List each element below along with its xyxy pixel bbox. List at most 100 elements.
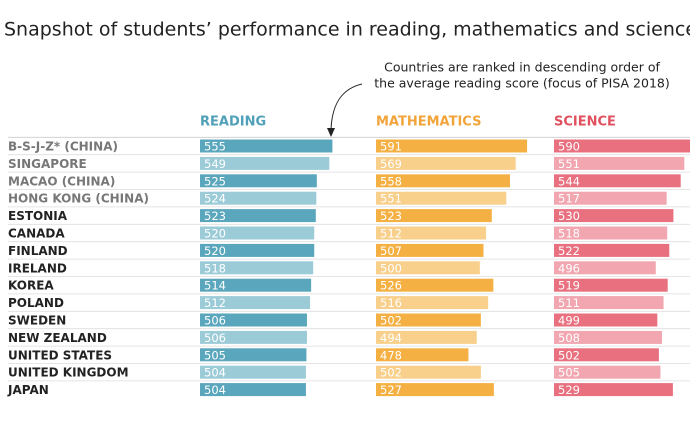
row-label: SWEDEN xyxy=(8,314,66,328)
value-label: 558 xyxy=(380,174,402,188)
value-label: 516 xyxy=(380,296,402,310)
value-label: 499 xyxy=(558,314,580,328)
bar xyxy=(200,156,330,170)
bar xyxy=(200,139,333,153)
bar xyxy=(200,365,306,379)
value-label: 506 xyxy=(204,331,226,345)
value-label: 519 xyxy=(558,279,580,293)
bar xyxy=(376,174,510,188)
value-label: 502 xyxy=(380,314,402,328)
bar xyxy=(554,139,690,153)
value-label: 512 xyxy=(204,296,226,310)
value-label: 523 xyxy=(380,209,402,223)
value-label: 549 xyxy=(204,157,226,171)
value-label: 508 xyxy=(558,331,580,345)
bar xyxy=(376,226,487,240)
value-label: 527 xyxy=(380,383,402,397)
bar xyxy=(554,243,670,257)
row-label: B-S-J-Z* (CHINA) xyxy=(8,140,118,154)
bar xyxy=(376,278,494,292)
value-label: 504 xyxy=(204,366,226,380)
chart-title: Snapshot of students’ performance in rea… xyxy=(4,19,690,41)
bar xyxy=(200,261,314,275)
annotation-arrowhead xyxy=(327,128,335,137)
value-label: 518 xyxy=(558,227,580,241)
value-label: 529 xyxy=(558,383,580,397)
bar xyxy=(376,191,507,205)
value-label: 590 xyxy=(558,140,580,154)
value-label: 544 xyxy=(558,174,580,188)
value-label: 525 xyxy=(204,174,226,188)
value-label: 517 xyxy=(558,192,580,206)
row-label: KOREA xyxy=(8,279,54,293)
bar xyxy=(376,139,528,153)
bar xyxy=(200,209,316,223)
row-label: CANADA xyxy=(8,227,65,241)
row-label: ESTONIA xyxy=(8,209,68,223)
bar xyxy=(200,313,307,327)
bar xyxy=(200,383,306,397)
value-label: 500 xyxy=(380,261,402,275)
annotation: Countries are ranked in descending order… xyxy=(384,60,660,75)
value-label: 511 xyxy=(558,296,580,310)
value-label: 494 xyxy=(380,331,402,345)
bar xyxy=(554,226,668,240)
row-label: JAPAN xyxy=(7,383,49,397)
row-label: MACAO (CHINA) xyxy=(8,174,115,188)
bar xyxy=(376,313,481,327)
value-label: 526 xyxy=(380,279,402,293)
row-label: POLAND xyxy=(8,296,64,310)
value-label: 505 xyxy=(558,366,580,380)
value-label: 523 xyxy=(204,209,226,223)
bar xyxy=(554,156,685,170)
value-label: 506 xyxy=(204,314,226,328)
value-label: 551 xyxy=(380,192,402,206)
value-label: 478 xyxy=(380,348,402,362)
annotation-arrow xyxy=(330,83,363,131)
bar xyxy=(376,296,489,310)
bar xyxy=(554,296,664,310)
value-label: 505 xyxy=(204,348,226,362)
value-label: 502 xyxy=(558,348,580,362)
bar xyxy=(200,243,315,257)
bar xyxy=(200,191,317,205)
bar xyxy=(200,330,307,344)
value-label: 514 xyxy=(204,279,226,293)
bar xyxy=(554,313,658,327)
bar xyxy=(200,348,307,362)
series-header: READING xyxy=(200,115,266,130)
value-label: 551 xyxy=(558,157,580,171)
value-label: 569 xyxy=(380,157,402,171)
value-label: 504 xyxy=(204,383,226,397)
row-label: FINLAND xyxy=(8,244,68,258)
bar xyxy=(200,226,315,240)
bar xyxy=(554,348,659,362)
bar xyxy=(554,383,673,397)
row-label: HONG KONG (CHINA) xyxy=(8,192,149,206)
row-label: UNITED STATES xyxy=(8,348,112,362)
row-label: UNITED KINGDOM xyxy=(8,366,129,380)
value-label: 518 xyxy=(204,261,226,275)
bar xyxy=(376,156,516,170)
bar xyxy=(376,383,494,397)
bar xyxy=(554,209,674,223)
value-label: 502 xyxy=(380,366,402,380)
bar xyxy=(554,191,667,205)
value-label: 524 xyxy=(204,192,226,206)
value-label: 530 xyxy=(558,209,580,223)
row-label: IRELAND xyxy=(8,261,67,275)
bar xyxy=(376,348,469,362)
row-label: SINGAPORE xyxy=(8,157,87,171)
value-label: 496 xyxy=(558,261,580,275)
series-header: MATHEMATICS xyxy=(376,115,481,130)
bar xyxy=(554,174,681,188)
value-label: 512 xyxy=(380,227,402,241)
bar xyxy=(554,261,656,275)
annotation: the average reading score (focus of PISA… xyxy=(374,76,669,91)
bar xyxy=(554,330,662,344)
value-label: 522 xyxy=(558,244,580,258)
bar xyxy=(554,278,668,292)
row-label: NEW ZEALAND xyxy=(8,331,107,345)
bar xyxy=(376,365,481,379)
